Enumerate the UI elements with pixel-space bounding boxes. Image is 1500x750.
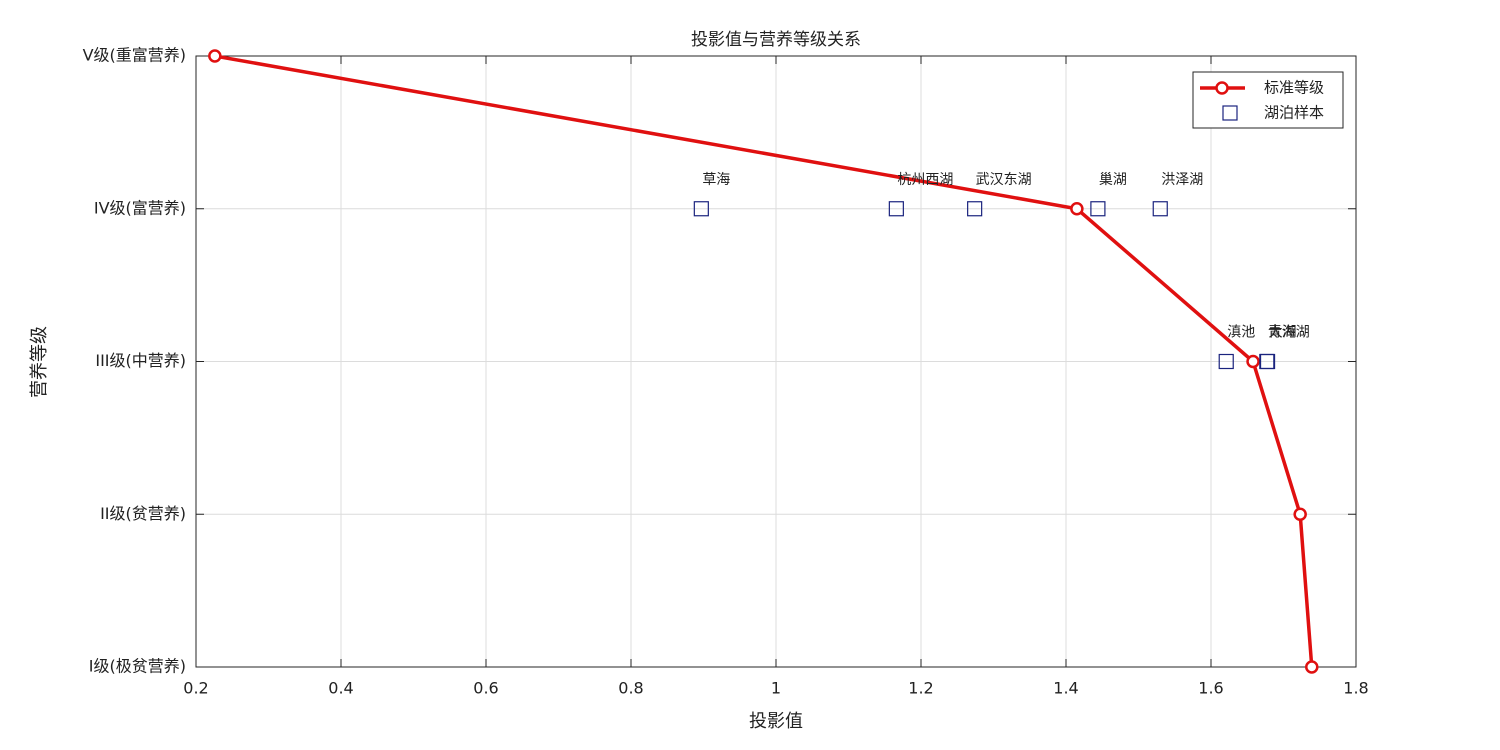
y-tick-label: III级(中营养) xyxy=(95,351,186,370)
x-tick-label: 1.8 xyxy=(1343,679,1368,698)
point-label: 太湖 xyxy=(1269,325,1297,341)
sample-point xyxy=(967,201,983,217)
y-tick-label: V级(重富营养) xyxy=(83,46,186,65)
legend-label: 湖泊样本 xyxy=(1264,104,1324,122)
point-label: 滇池 xyxy=(1227,325,1255,341)
legend-marker xyxy=(1215,81,1229,95)
legend-marker xyxy=(1222,105,1238,121)
y-axis-label: 营养等级 xyxy=(29,326,50,398)
x-tick-label: 0.8 xyxy=(618,679,643,698)
point xyxy=(1070,202,1084,216)
chart-title: 投影值与营养等级关系 xyxy=(691,30,861,50)
y-tick-label: IV级(富营养) xyxy=(94,198,186,217)
sample-point xyxy=(888,201,904,217)
point-label: 草海 xyxy=(702,172,730,188)
point xyxy=(1246,354,1260,369)
sample-point xyxy=(1259,353,1276,370)
point-label: 杭州西湖 xyxy=(897,172,953,188)
axes-box xyxy=(195,55,1357,668)
sample-point xyxy=(1218,353,1234,370)
x-tick-label: 1.6 xyxy=(1198,679,1223,698)
x-tick-label: 1.2 xyxy=(908,679,933,698)
point xyxy=(1293,507,1307,521)
x-tick-label: 0.6 xyxy=(473,679,498,698)
sample-point xyxy=(1090,201,1106,217)
sample-point xyxy=(693,201,709,217)
y-tick-label: I级(极贫营养) xyxy=(89,657,186,676)
point xyxy=(1305,660,1319,674)
point-label: 洪泽湖 xyxy=(1161,172,1203,188)
point xyxy=(208,49,222,63)
x-tick-label: 0.2 xyxy=(183,679,208,698)
point-label: 青海湖 xyxy=(1268,325,1310,341)
x-axis-label: 投影值 xyxy=(749,711,803,732)
y-tick-label: II级(贫营养) xyxy=(100,504,186,523)
legend-box xyxy=(1192,71,1344,129)
x-tick-label: 1.4 xyxy=(1053,679,1078,698)
point-label: 巢湖 xyxy=(1099,172,1127,188)
sample-point xyxy=(1152,201,1168,217)
point-label: 武汉东湖 xyxy=(976,172,1032,188)
x-tick-label: 0.4 xyxy=(328,679,353,698)
legend-label: 标准等级 xyxy=(1264,79,1324,97)
x-tick-label: 1 xyxy=(771,679,781,698)
